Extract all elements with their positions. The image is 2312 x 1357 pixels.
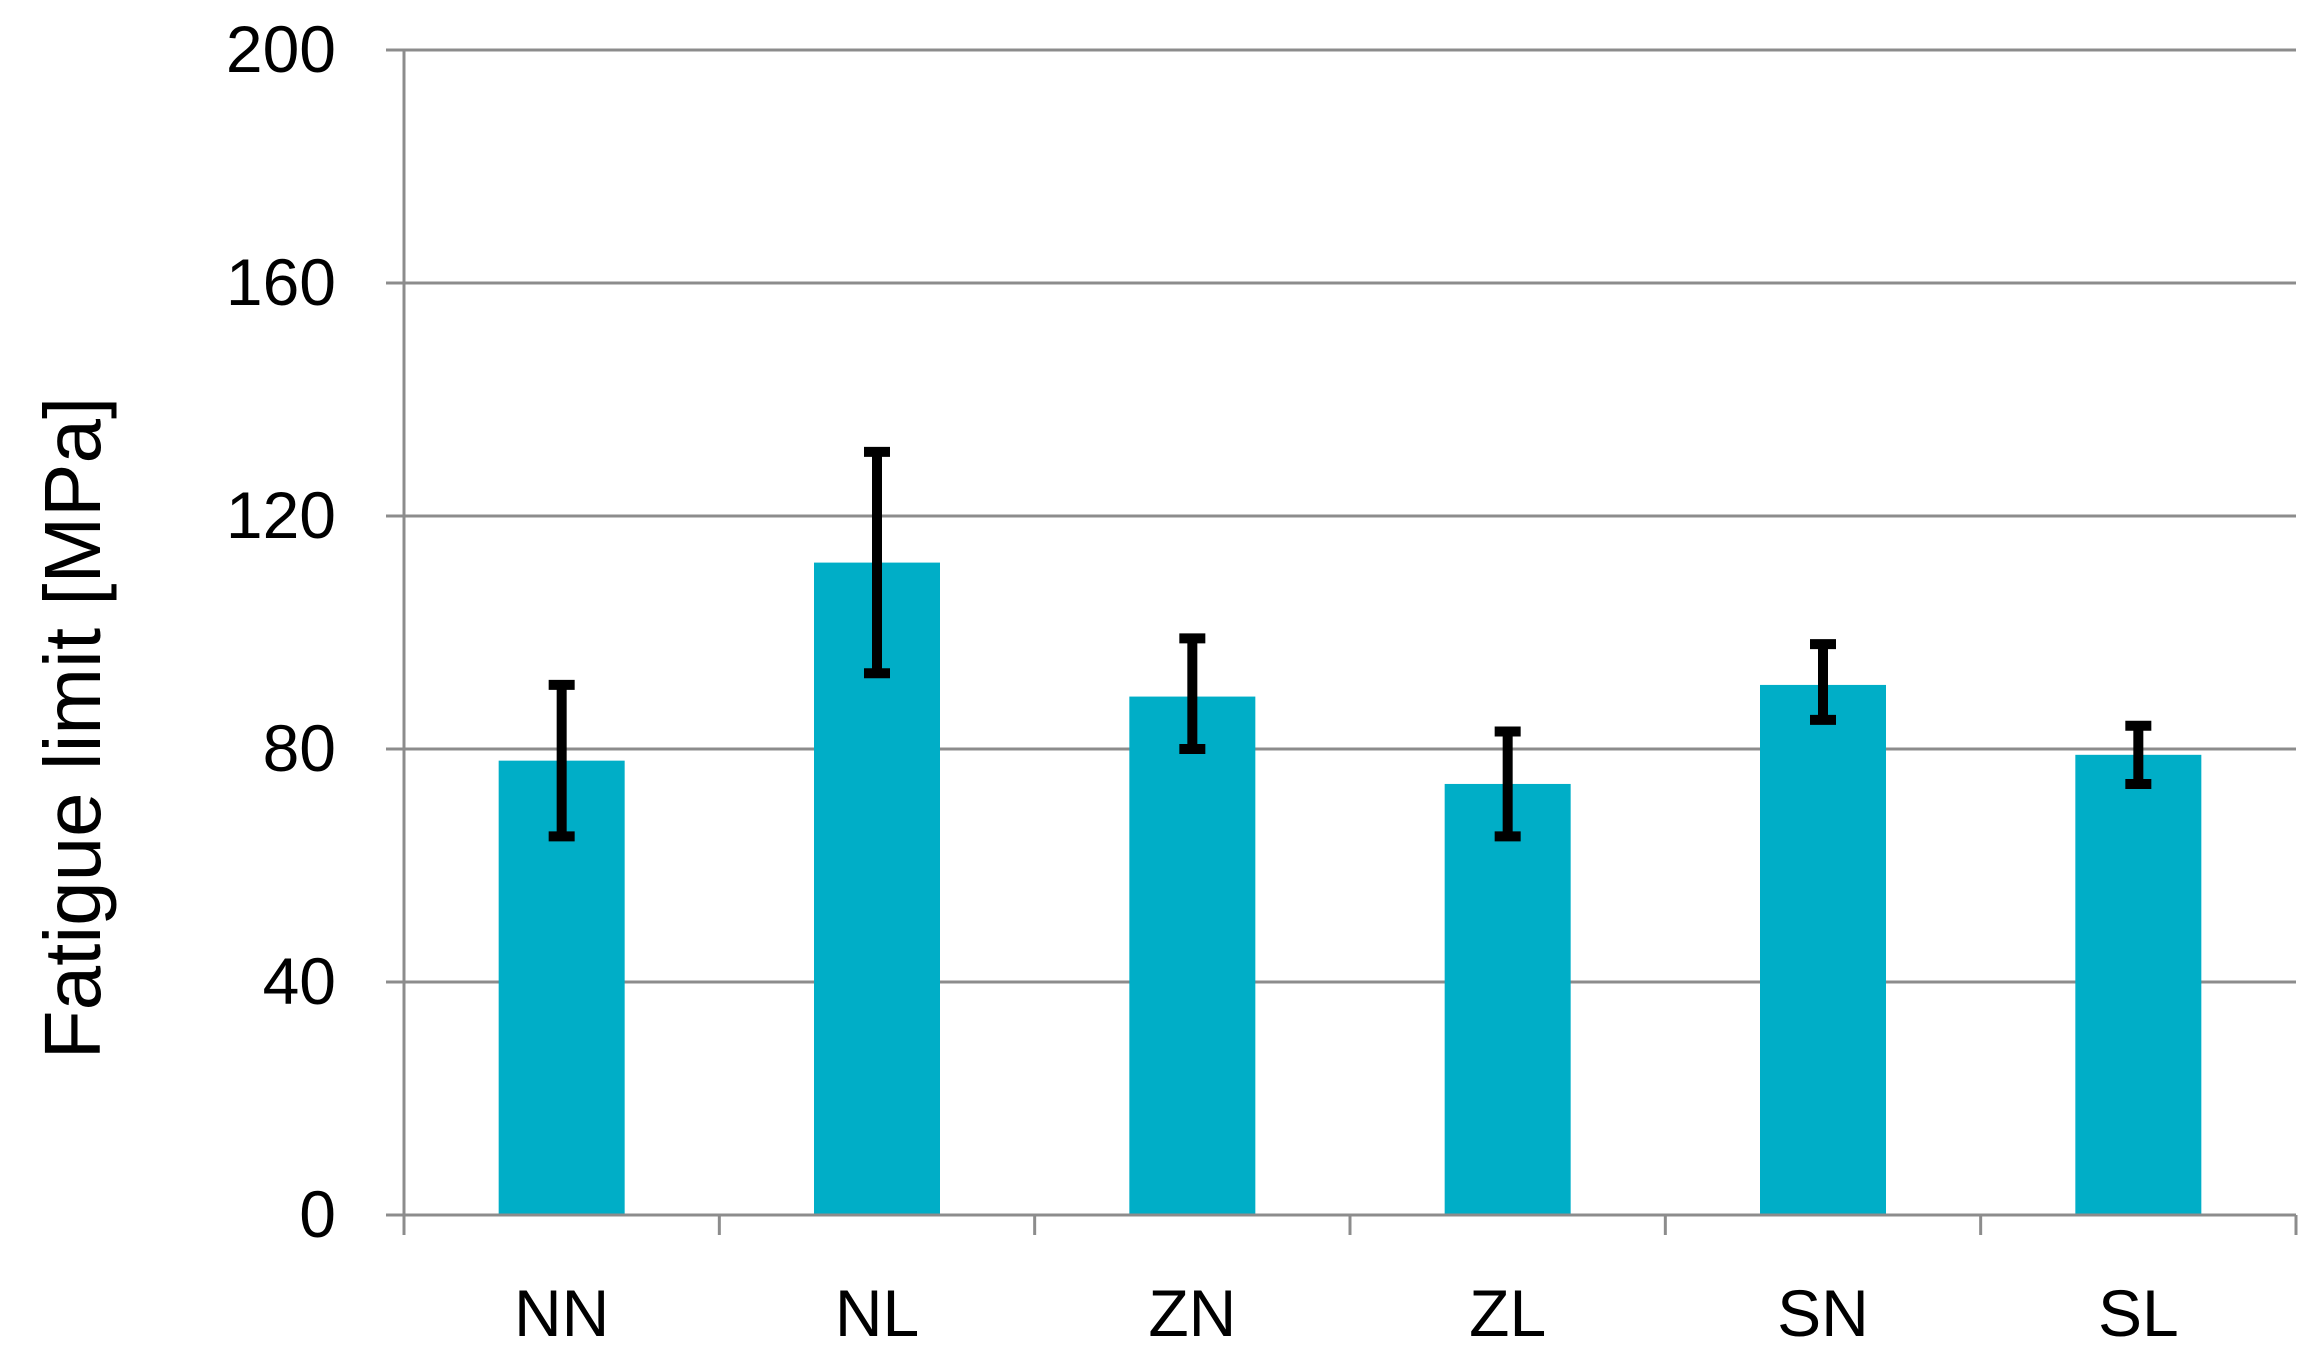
error-bar-zl <box>1494 726 1521 842</box>
error-bar-sn <box>1810 639 1836 725</box>
error-bar-nn <box>548 679 575 842</box>
y-tick-label: 80 <box>263 711 336 785</box>
error-bar-zn <box>1179 633 1206 754</box>
bar-zl <box>1444 783 1571 1215</box>
x-tick-label-nn: NN <box>514 1276 609 1350</box>
y-axis-title: Fatigue limit [MPa] <box>28 397 117 1059</box>
y-tick-label: 160 <box>226 245 336 319</box>
y-tick-label: 40 <box>263 944 336 1018</box>
bar-zn <box>1129 696 1256 1215</box>
x-tick-label-sn: SN <box>1777 1276 1869 1350</box>
x-tick-labels: NN NL ZN ZL SN SL <box>514 1276 2179 1350</box>
y-tick-label: 200 <box>226 12 336 86</box>
axes <box>402 50 2298 1235</box>
bar-sn <box>1760 684 1886 1215</box>
x-tick-label-zn: ZN <box>1148 1276 1236 1350</box>
y-tick-label: 0 <box>299 1177 336 1251</box>
error-bar-nl <box>864 446 890 679</box>
x-tick-label-sl: SL <box>2098 1276 2179 1350</box>
y-tick-labels: 0 40 80 120 160 200 <box>226 12 336 1251</box>
bars <box>498 562 2202 1215</box>
error-bar-sl <box>2125 720 2152 789</box>
bar-sl <box>2075 754 2202 1215</box>
gridlines <box>386 48 2296 1217</box>
x-tick-label-zl: ZL <box>1469 1276 1546 1350</box>
y-tick-label: 120 <box>226 478 336 552</box>
x-tick-label-nl: NL <box>835 1276 919 1350</box>
error-bars <box>548 446 2152 842</box>
